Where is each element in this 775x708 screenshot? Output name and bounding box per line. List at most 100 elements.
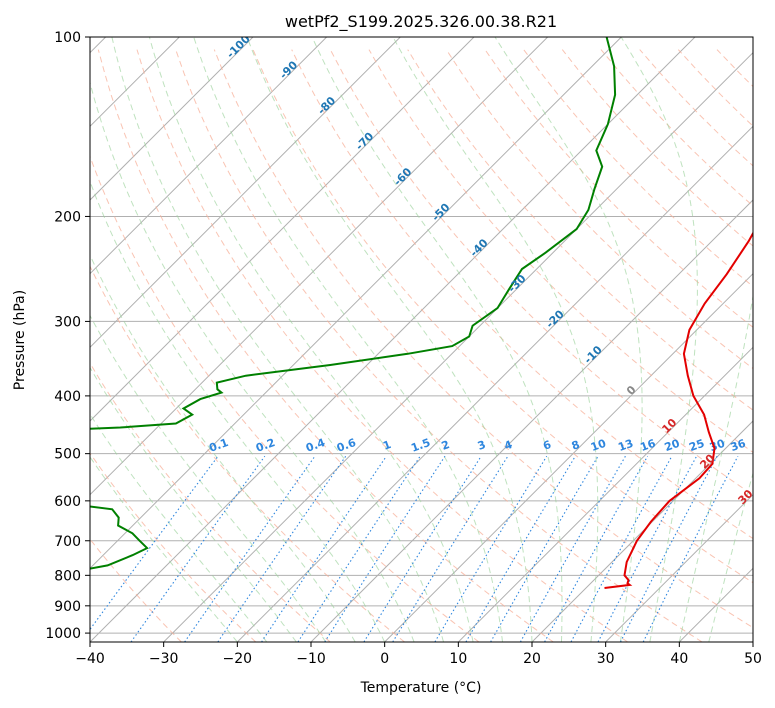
mixing-ratio-label: 0.1 <box>207 436 230 455</box>
isotherm-line <box>90 37 549 496</box>
moist-adiabat-line <box>90 180 386 642</box>
isotherm-line <box>752 641 753 642</box>
chart-title: wetPf2_S199.2025.326.00.38.R21 <box>285 12 557 32</box>
mixing-ratio-label: 20 <box>663 437 682 455</box>
profile-line <box>604 231 753 589</box>
y-tick-label: 800 <box>54 568 81 584</box>
dry-adiabat-line <box>136 49 628 642</box>
x-tick-label: −30 <box>149 651 179 667</box>
dry-adiabat-line <box>716 49 753 88</box>
dry-adiabat-line <box>329 49 753 496</box>
mixing-ratio-line <box>297 455 421 642</box>
y-tick-label: 200 <box>54 209 81 225</box>
mixing-ratio-label: 16 <box>638 437 657 455</box>
mixing-ratio-label: 0.6 <box>335 436 358 455</box>
mixing-ratio-line <box>544 455 649 642</box>
dry-adiabat-line <box>407 49 753 411</box>
x-tick-label: 50 <box>744 651 762 667</box>
moist-adiabat-line <box>111 37 445 642</box>
mixing-ratio-line <box>642 455 739 642</box>
profile-line <box>90 37 617 570</box>
mixing-ratio-line <box>217 455 347 642</box>
mixing-ratio-label: 6 <box>541 438 553 453</box>
dry-adiabat-line <box>90 155 480 642</box>
isotherm-label: 10 <box>659 416 679 436</box>
isotherm-label: -60 <box>391 165 414 188</box>
y-tick-label: 600 <box>54 494 81 510</box>
isotherm-label: -80 <box>315 94 338 117</box>
mixing-ratio-label: 1.5 <box>409 436 432 455</box>
profile-series <box>90 37 753 589</box>
y-tick-label: 300 <box>54 314 81 330</box>
mixing-ratio-line <box>184 455 316 642</box>
isobar-grid <box>90 37 753 634</box>
mixing-ratio-line <box>324 455 446 642</box>
dry-adiabat-line <box>756 50 775 642</box>
mixing-ratio-label: 2 <box>440 438 452 453</box>
mixing-ratio-line <box>570 455 673 642</box>
moist-adiabats <box>90 37 753 642</box>
x-tick-label: −20 <box>223 651 253 667</box>
isotherm-label: -50 <box>429 201 452 224</box>
mixing-ratio-label: 0.4 <box>304 436 327 455</box>
mixing-ratio-line <box>465 455 576 642</box>
isotherm-line <box>678 567 753 642</box>
isotherm-line <box>90 37 622 570</box>
isotherm-label: -30 <box>505 272 528 295</box>
y-axis-ticks: 100 200 300 400 500 600 700 800 900 1000 <box>45 30 90 642</box>
dry-adiabat-line <box>291 49 753 540</box>
dry-adiabat-line <box>90 265 405 642</box>
dry-adiabat-line <box>445 49 753 370</box>
x-tick-label: −40 <box>75 651 105 667</box>
mixing-ratio-lines: 0.1 0.2 0.4 0.6 1 1.5 2 3 4 6 8 10 13 16 20 25 30 36 <box>90 436 748 642</box>
mixing-ratio-line <box>90 455 219 631</box>
mixing-ratio-label: 3 <box>476 438 488 453</box>
moist-adiabat-line <box>90 80 415 642</box>
dry-adiabat-line <box>90 452 257 642</box>
mixing-ratio-line <box>261 455 387 642</box>
isotherm-line <box>457 346 753 642</box>
dry-adiabat-line <box>252 49 753 584</box>
mixing-ratio-line <box>434 455 548 642</box>
isotherm-line <box>163 51 753 642</box>
plot-frame <box>89 36 754 643</box>
mixing-ratio-label: 1 <box>381 438 393 453</box>
moist-adiabat-line <box>620 37 698 642</box>
moist-adiabat-line <box>90 253 356 642</box>
x-tick-label: −10 <box>296 651 326 667</box>
isotherm-line <box>531 420 753 642</box>
moist-adiabat-line <box>90 314 327 642</box>
y-tick-label: 400 <box>54 389 81 405</box>
moist-adiabat-line <box>708 471 753 642</box>
isotherm-label: -10 <box>582 343 605 366</box>
moist-adiabat-line <box>494 37 643 642</box>
isotherm-line <box>90 37 696 642</box>
x-tick-label: 20 <box>523 651 541 667</box>
mixing-ratio-label: 10 <box>589 437 608 455</box>
isotherm-line <box>90 37 328 275</box>
isotherm-label: -20 <box>544 307 567 330</box>
dry-adiabat-line <box>90 362 331 642</box>
plot-area: 0.1 0.2 0.4 0.6 1 1.5 2 3 4 6 8 10 13 16 20 25 30 36 -100… <box>90 32 775 642</box>
moist-adiabat-line <box>311 37 563 642</box>
x-tick-label: 40 <box>670 651 688 667</box>
y-tick-label: 700 <box>54 534 81 550</box>
dry-adiabats <box>90 49 775 642</box>
isotherm-line <box>90 37 475 422</box>
x-tick-label: 0 <box>380 651 389 667</box>
mixing-ratio-label: 36 <box>729 437 748 455</box>
x-tick-label: 30 <box>597 651 615 667</box>
moist-adiabat-line <box>392 37 599 642</box>
moist-adiabat-line <box>148 37 474 642</box>
y-tick-label: 900 <box>54 599 81 615</box>
y-tick-label: 100 <box>54 30 81 46</box>
isotherm-line <box>90 37 401 349</box>
isotherm-label: -100 <box>224 32 253 61</box>
x-tick-label: 10 <box>449 651 467 667</box>
mixing-ratio-line <box>490 455 599 642</box>
skewed-isotherm-grid <box>90 37 753 642</box>
mixing-ratio-label: 0.2 <box>254 436 277 455</box>
dry-adiabat-line <box>175 49 703 642</box>
y-axis-label: Pressure (hPa) <box>12 290 28 390</box>
